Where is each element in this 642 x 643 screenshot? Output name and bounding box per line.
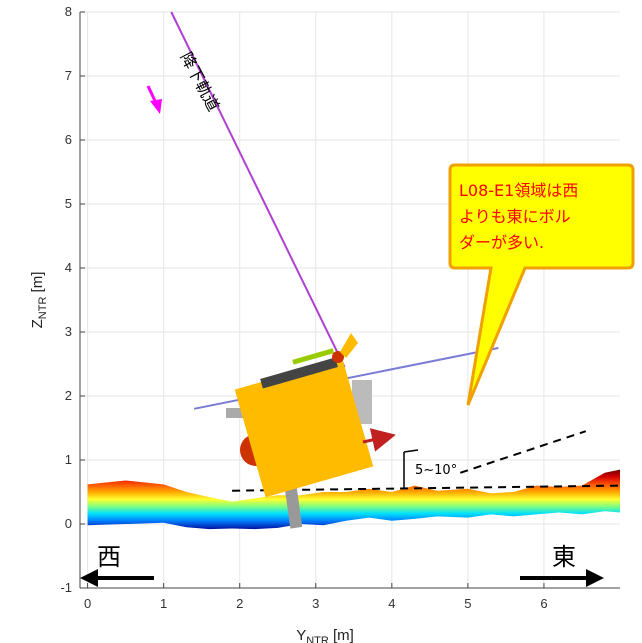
callout-line-1: L08-E1領域は西 <box>459 181 578 200</box>
x-tick-label: 4 <box>388 596 395 611</box>
series-line-3 <box>459 430 587 474</box>
x-tick-label: 0 <box>84 596 91 611</box>
callout-bubble <box>448 163 635 406</box>
spacecraft-illustration <box>226 333 396 529</box>
terrain-profile <box>87 469 620 530</box>
lander-top-panel <box>260 357 338 389</box>
x-tick-label: 6 <box>540 596 547 611</box>
y-tick-label: 1 <box>65 452 72 467</box>
east-arrow-head <box>586 569 604 587</box>
west-arrow-head <box>80 569 98 587</box>
lander-knob <box>332 351 344 363</box>
east-marker: 東 <box>520 543 604 587</box>
lander-antenna <box>340 333 358 358</box>
x-tick-label: 2 <box>236 596 243 611</box>
y-tick-label: 2 <box>65 388 72 403</box>
y-tick-label: 3 <box>65 324 72 339</box>
east-label: 東 <box>552 543 576 571</box>
thrust-arrow <box>362 428 396 452</box>
angle-bracket-tick <box>403 449 419 453</box>
series-line-0 <box>170 11 346 368</box>
y-tick-label: 0 <box>65 516 72 531</box>
x-tick-label: 3 <box>312 596 319 611</box>
callout-box: L08-E1領域は西 よりも東にボル ダーが多い. <box>448 163 635 406</box>
west-marker: 西 <box>80 543 154 587</box>
lander-leg <box>283 479 303 529</box>
y-tick-label: 6 <box>65 132 72 147</box>
y-axis-label: ZNTR [m] <box>29 272 49 329</box>
descent-direction-arrow <box>146 85 162 114</box>
terrain-band <box>87 469 620 530</box>
y-tick-label: 8 <box>65 4 72 19</box>
y-tick-label: -1 <box>60 580 72 595</box>
callout-line-3: ダーが多い. <box>459 233 544 252</box>
trajectory-label: 降下軌道 <box>176 49 223 114</box>
y-tick-label: 7 <box>65 68 72 83</box>
x-tick-label: 1 <box>160 596 167 611</box>
x-tick-label: 5 <box>464 596 471 611</box>
west-label: 西 <box>97 543 121 571</box>
lander-side-panel <box>226 408 250 418</box>
y-tick-label: 4 <box>65 260 72 275</box>
lander-antenna-bar <box>292 348 335 365</box>
callout-line-2: よりも東にボル <box>459 207 571 226</box>
lander-body <box>234 358 374 498</box>
series-line-2 <box>232 484 621 492</box>
x-axis-label: YNTR [m] <box>296 627 354 643</box>
y-tick-label: 5 <box>65 196 72 211</box>
angle-label: 5~10° <box>415 463 457 478</box>
axes: 0 1 2 3 4 5 6 -1 0 1 2 3 4 5 6 7 8 <box>60 4 620 611</box>
